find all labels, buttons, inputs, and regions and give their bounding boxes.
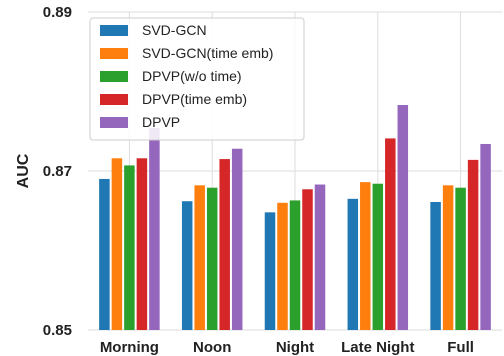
y-tick-label: 0.89	[43, 4, 72, 21]
legend-entry: DPVP(w/o time)	[142, 68, 242, 84]
bar	[360, 182, 371, 330]
bar	[385, 138, 396, 330]
legend-entry: DPVP(time emb)	[142, 91, 247, 107]
bar	[455, 187, 466, 330]
bar	[231, 148, 243, 330]
legend-swatch	[100, 94, 128, 105]
bar	[442, 185, 454, 330]
x-tick-label: Late Night	[341, 339, 414, 356]
legend-entry: DPVP	[142, 114, 180, 130]
legend: SVD-GCN SVD-GCN(time emb) DPVP(w/o time) DP…	[89, 17, 305, 141]
bar	[277, 202, 288, 330]
legend-box	[89, 17, 305, 141]
legend-swatch	[100, 117, 128, 128]
x-tick-label: Full	[447, 339, 474, 356]
bar	[289, 200, 301, 330]
bar	[264, 212, 276, 330]
legend-swatch	[100, 48, 128, 59]
bar	[219, 159, 230, 330]
x-tick-label: Morning	[100, 339, 159, 356]
bar	[347, 198, 359, 330]
x-tick-labels: Morning Noon Night Late Night Full	[100, 339, 474, 356]
bar	[372, 183, 384, 330]
bar	[99, 178, 110, 330]
y-axis-label: AUC	[15, 153, 32, 188]
legend-swatch	[100, 71, 128, 82]
y-tick-label: 0.87	[43, 163, 72, 180]
bar	[111, 158, 123, 330]
x-tick-label: Noon	[193, 339, 231, 356]
bar	[181, 201, 193, 330]
bar	[124, 165, 135, 330]
legend-entry: SVD-GCN	[142, 22, 207, 38]
legend-entry: SVD-GCN(time emb)	[142, 45, 273, 61]
bar	[480, 143, 491, 330]
bar	[314, 184, 326, 330]
bars	[99, 105, 491, 331]
bar	[397, 105, 409, 331]
bar	[302, 189, 313, 330]
bar	[467, 159, 479, 330]
x-tick-label: Night	[276, 339, 314, 356]
bar	[430, 202, 441, 330]
y-tick-labels: 0.85 0.87 0.89	[43, 4, 72, 339]
bar	[136, 158, 148, 330]
bar	[149, 128, 160, 330]
bar	[206, 187, 218, 330]
y-tick-label: 0.85	[43, 322, 72, 339]
bar	[194, 185, 205, 330]
legend-swatch	[100, 25, 128, 36]
